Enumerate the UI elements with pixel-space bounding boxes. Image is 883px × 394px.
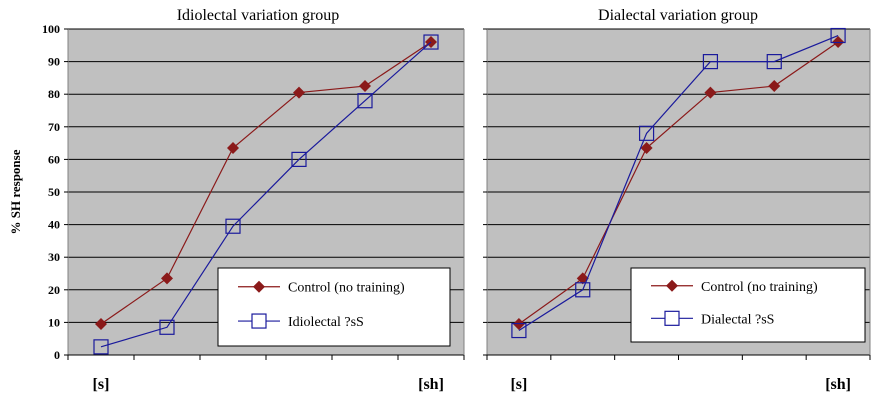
series-line (100, 41, 432, 325)
series-line (100, 41, 432, 348)
legend-box (630, 267, 866, 343)
data-point (227, 141, 239, 154)
data-point (766, 53, 782, 70)
legend-marker (251, 313, 267, 329)
x-label-start: [s] (93, 376, 110, 393)
legend-marker (664, 310, 680, 326)
data-point (159, 319, 175, 335)
series-2 (511, 27, 846, 339)
y-tick-label: 70 (48, 120, 60, 134)
y-tick-label: 10 (48, 315, 60, 329)
x-label-start: [s] (510, 376, 527, 393)
data-point (575, 282, 591, 298)
data-point (638, 125, 655, 141)
series-1 (95, 36, 437, 331)
data-point (830, 27, 846, 44)
legend: Control (no training) Idiolectal ?sS (217, 267, 451, 347)
data-point (95, 318, 107, 331)
y-tick-label: 60 (48, 152, 60, 166)
data-point (161, 272, 173, 285)
legend-label: Idiolectal ?sS (288, 315, 364, 330)
data-point (702, 53, 719, 70)
y-tick-label: 40 (48, 218, 60, 232)
y-tick-label: 20 (48, 283, 60, 297)
chart-panel-1: Idiolectal variation group 0 10 20 30 40 50 60 7… (8, 7, 465, 393)
data-point (423, 34, 439, 50)
data-point (704, 86, 717, 99)
data-point (93, 339, 109, 355)
y-tick-label: 80 (48, 87, 60, 101)
data-point (359, 80, 371, 93)
data-point (511, 322, 527, 339)
chart-title: Dialectal variation group (598, 7, 758, 24)
series-2 (93, 34, 439, 355)
series-1 (512, 36, 845, 331)
legend: Control (no training) Dialectal ?sS (630, 267, 866, 343)
y-axis-label: % SH response (8, 149, 23, 234)
legend-marker (253, 280, 265, 293)
x-label-end: [sh] (418, 376, 444, 393)
y-tick-label: 100 (42, 22, 60, 36)
data-point (357, 93, 373, 109)
y-tick-label: 50 (48, 185, 60, 199)
data-point (293, 86, 305, 99)
chart-panel-2: Dialectal variation group [s] [sh] Control … (483, 7, 871, 393)
y-tick-label: 0 (54, 348, 60, 362)
legend-box (217, 267, 451, 347)
legend-label: Control (no training) (701, 280, 818, 295)
legend-label: Dialectal ?sS (701, 312, 774, 327)
data-point (640, 141, 653, 154)
data-point (291, 151, 307, 167)
x-label-end: [sh] (825, 376, 851, 393)
data-point (225, 218, 241, 234)
chart-title: Idiolectal variation group (177, 7, 340, 24)
series-line (518, 34, 839, 332)
y-tick-label: 30 (48, 250, 60, 264)
data-point (768, 80, 781, 93)
series-line (518, 41, 839, 325)
legend-label: Control (no training) (288, 281, 405, 296)
legend-marker (666, 279, 678, 292)
y-tick-label: 90 (48, 55, 60, 69)
